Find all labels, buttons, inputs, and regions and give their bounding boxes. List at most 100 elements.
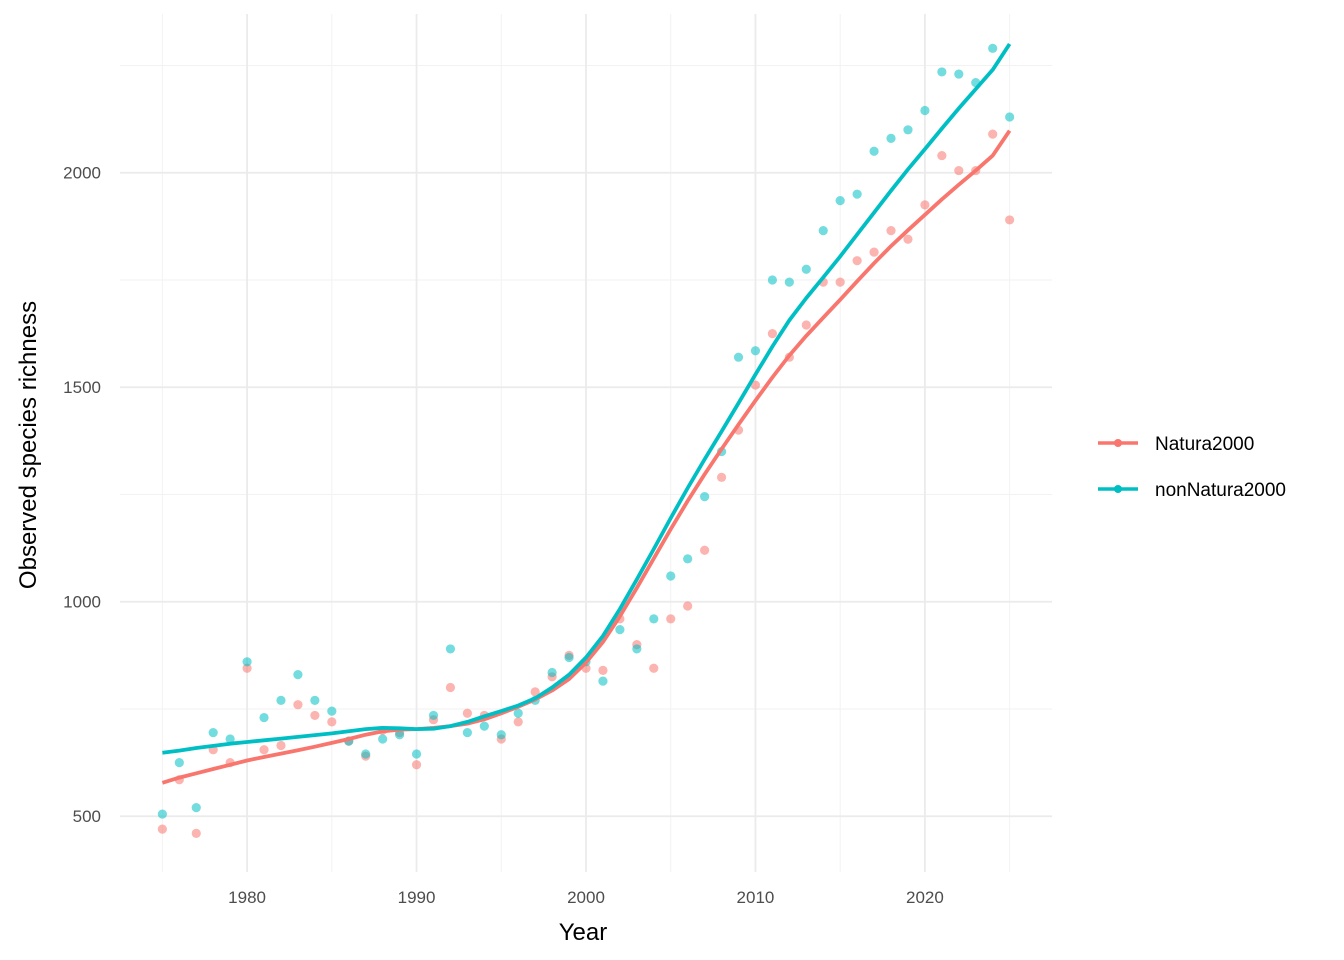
- point-natura2000: [1005, 215, 1015, 225]
- x-tick-label: 1980: [228, 888, 266, 907]
- point-natura2000: [937, 150, 947, 161]
- smooth-lines: [161, 42, 1012, 785]
- point-nonnatura2000: [920, 105, 930, 116]
- point-nonnatura2000: [462, 727, 472, 738]
- point-nonnatura2000: [801, 264, 811, 274]
- point-natura2000: [649, 663, 659, 673]
- point-nonnatura2000: [310, 695, 320, 706]
- legend-label-natura2000: Natura2000: [1155, 434, 1254, 455]
- point-natura2000: [259, 745, 269, 755]
- point-natura2000: [903, 234, 913, 244]
- point-nonnatura2000: [208, 727, 218, 738]
- point-nonnatura2000: [954, 69, 964, 79]
- point-nonnatura2000: [479, 721, 489, 731]
- point-nonnatura2000: [1005, 112, 1015, 122]
- point-nonnatura2000: [327, 706, 337, 716]
- point-nonnatura2000: [259, 712, 269, 723]
- y-tick-labels: 500 1000 1500 2000: [63, 164, 101, 826]
- point-nonnatura2000: [700, 492, 710, 502]
- point-natura2000: [411, 760, 422, 770]
- point-natura2000: [530, 687, 540, 697]
- point-natura2000: [666, 614, 676, 624]
- y-tick-label: 1000: [63, 593, 101, 612]
- point-nonnatura2000: [988, 43, 998, 53]
- point-natura2000: [683, 601, 693, 611]
- point-nonnatura2000: [615, 625, 625, 635]
- point-natura2000: [293, 700, 303, 710]
- point-natura2000: [767, 329, 778, 339]
- point-nonnatura2000: [649, 614, 659, 624]
- point-natura2000: [157, 824, 167, 834]
- point-natura2000: [869, 247, 879, 257]
- point-natura2000: [598, 665, 608, 675]
- point-natura2000: [276, 740, 286, 751]
- point-nonnatura2000: [513, 708, 523, 718]
- x-tick-label: 1990: [398, 888, 436, 907]
- x-tick-labels: 1980 1990 2000 2010 2020: [228, 888, 944, 907]
- legend-key-nonnatura2000-point: [1114, 485, 1122, 493]
- point-nonnatura2000: [191, 803, 201, 813]
- legend-label-nonnatura2000: nonNatura2000: [1155, 480, 1286, 501]
- point-nonnatura2000: [564, 652, 574, 663]
- point-natura2000: [462, 708, 472, 718]
- point-nonnatura2000: [632, 644, 642, 654]
- point-nonnatura2000: [852, 189, 862, 199]
- point-nonnatura2000: [937, 67, 947, 77]
- point-nonnatura2000: [767, 275, 778, 285]
- point-natura2000: [801, 320, 811, 330]
- point-natura2000: [700, 545, 710, 555]
- point-nonnatura2000: [157, 809, 167, 819]
- point-natura2000: [988, 129, 998, 139]
- point-nonnatura2000: [750, 346, 761, 356]
- point-natura2000: [191, 828, 201, 838]
- smooth-line-nonnatura2000: [162, 42, 1012, 755]
- point-natura2000: [886, 226, 896, 236]
- point-natura2000: [954, 165, 964, 176]
- x-tick-label: 2020: [906, 888, 944, 907]
- point-nonnatura2000: [886, 133, 896, 144]
- y-tick-label: 2000: [63, 164, 101, 183]
- point-natura2000: [310, 710, 320, 721]
- point-natura2000: [445, 682, 456, 693]
- point-nonnatura2000: [293, 670, 303, 680]
- point-nonnatura2000: [225, 734, 235, 744]
- y-axis-title: Observed species richness: [15, 301, 42, 589]
- point-nonnatura2000: [733, 352, 744, 362]
- y-tick-label: 1500: [63, 378, 101, 397]
- point-nonnatura2000: [784, 277, 794, 287]
- point-nonnatura2000: [598, 676, 608, 686]
- point-natura2000: [920, 200, 930, 210]
- point-nonnatura2000: [683, 554, 693, 564]
- point-natura2000: [513, 717, 523, 727]
- point-nonnatura2000: [869, 146, 879, 156]
- point-nonnatura2000: [395, 730, 405, 740]
- point-nonnatura2000: [174, 758, 184, 768]
- x-tick-label: 2000: [567, 888, 605, 907]
- point-nonnatura2000: [428, 710, 439, 721]
- point-nonnatura2000: [666, 571, 676, 581]
- point-nonnatura2000: [835, 196, 845, 206]
- smooth-line-natura2000: [161, 129, 1012, 785]
- point-nonnatura2000: [547, 667, 557, 678]
- point-nonnatura2000: [903, 125, 913, 135]
- point-natura2000: [835, 277, 845, 287]
- point-natura2000: [242, 663, 252, 673]
- point-nonnatura2000: [361, 749, 371, 759]
- point-natura2000: [716, 472, 727, 482]
- point-nonnatura2000: [242, 657, 252, 667]
- point-nonnatura2000: [445, 644, 456, 654]
- point-natura2000: [852, 256, 862, 266]
- point-nonnatura2000: [378, 734, 388, 744]
- point-natura2000: [327, 717, 337, 727]
- legend-key-natura2000-point: [1114, 439, 1122, 447]
- x-tick-label: 2010: [737, 888, 775, 907]
- point-nonnatura2000: [818, 226, 828, 236]
- point-nonnatura2000: [276, 695, 286, 706]
- point-nonnatura2000: [411, 749, 422, 759]
- x-axis-title: Year: [559, 919, 608, 946]
- grid-major: [120, 14, 1052, 872]
- point-natura2000: [750, 380, 761, 390]
- y-tick-label: 500: [73, 807, 101, 826]
- legend: Natura2000 nonNatura2000: [1098, 434, 1286, 501]
